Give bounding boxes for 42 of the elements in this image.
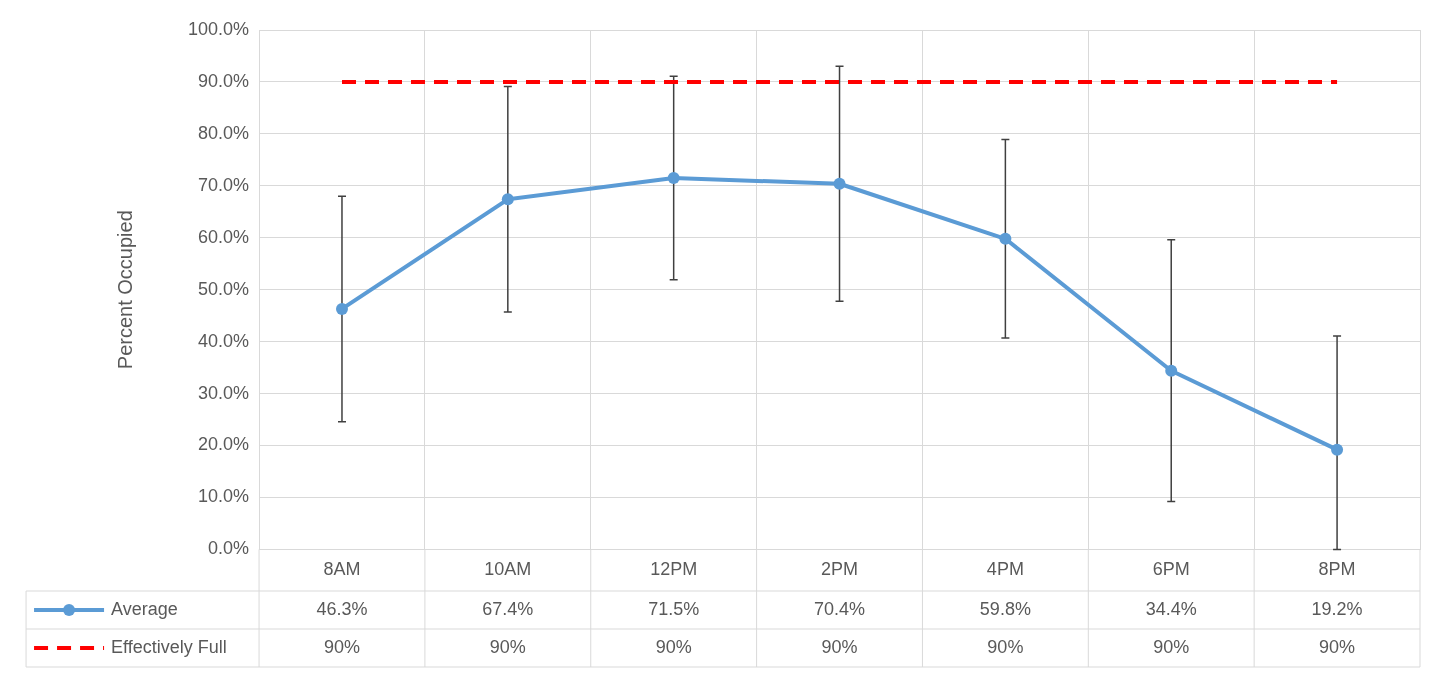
y-tick-label: 90.0% (198, 70, 250, 91)
point (335, 302, 348, 315)
y-tick-label: 70.0% (198, 174, 250, 195)
x-tick-label: 12PM (650, 559, 698, 580)
data-label: 67.4% (482, 598, 534, 619)
y-axis-title: Percent Occupied (113, 210, 136, 370)
point (1165, 364, 1178, 377)
data-label: 90% (821, 636, 858, 657)
data-label: 70.4% (814, 598, 866, 619)
data-label: 19.2% (1311, 598, 1363, 619)
x-tick-label: 4PM (986, 559, 1024, 580)
point (1331, 443, 1344, 456)
y-tick-label: 50.0% (198, 278, 250, 299)
data-label: 90% (987, 636, 1024, 657)
data-label: 46.3% (316, 598, 368, 619)
x-tick-label: 8AM (323, 559, 361, 580)
x-tick-label: 8PM (1318, 559, 1356, 580)
x-tick-label: 10AM (484, 559, 532, 580)
x-tick-label: 2PM (821, 559, 859, 580)
y-tick-label: 80.0% (198, 122, 250, 143)
data-label: 90% (489, 636, 526, 657)
data-label: 59.8% (979, 598, 1031, 619)
y-tick-label: 100.0% (187, 18, 250, 39)
x-tick-label: 6PM (1152, 559, 1190, 580)
legend-label: Average (111, 598, 178, 619)
legend-label: Effectively Full (111, 636, 227, 657)
data-label: 90% (1319, 636, 1356, 657)
data-label: 90% (655, 636, 692, 657)
point (833, 177, 846, 190)
point (501, 193, 514, 206)
y-tick-label: 10.0% (198, 486, 250, 507)
point (667, 172, 680, 185)
y-tick-label: 40.0% (198, 330, 250, 351)
y-tick-label: 60.0% (198, 226, 250, 247)
data-label: 34.4% (1145, 598, 1197, 619)
data-label: 71.5% (648, 598, 700, 619)
y-tick-label: 30.0% (198, 382, 250, 403)
point (999, 232, 1012, 245)
y-tick-label: 0.0% (208, 538, 250, 559)
data-label: 90% (1153, 636, 1190, 657)
data-label: 90% (323, 636, 360, 657)
y-tick-label: 20.0% (198, 434, 250, 455)
